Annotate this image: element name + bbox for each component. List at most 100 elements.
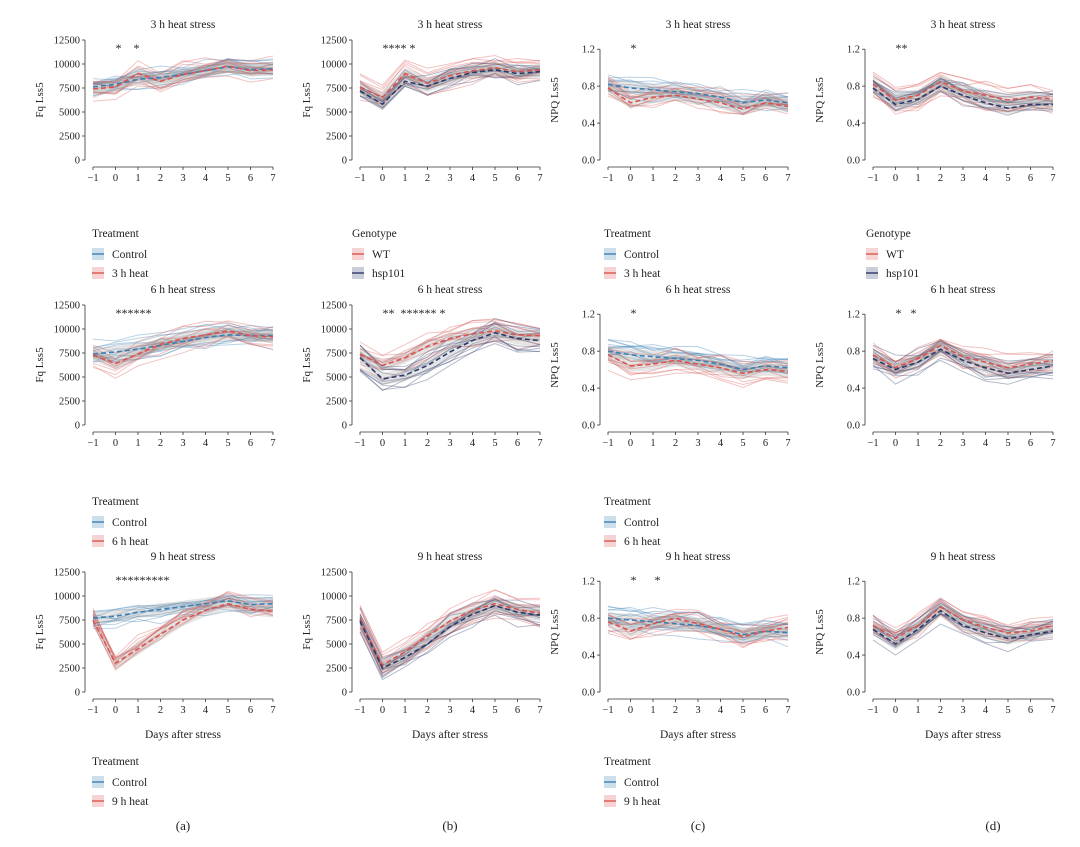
y-tick-label: 0.8: [847, 347, 860, 358]
x-tick-label: 1: [135, 173, 140, 184]
y-tick-label: 12500: [321, 301, 347, 312]
individual-trace: [92, 328, 274, 357]
series-mean-line: [359, 604, 541, 670]
individual-trace: [92, 598, 274, 621]
individual-trace: [92, 604, 274, 628]
y-tick-label: 5000: [326, 108, 347, 119]
x-tick-label: −1: [354, 705, 365, 716]
individual-trace: [872, 350, 1054, 378]
legend-item-label: Control: [624, 777, 659, 789]
x-tick-label: 3: [180, 173, 185, 184]
y-axis-label: NPQ Lss5: [549, 77, 561, 123]
individual-trace: [359, 318, 541, 371]
legend: Genotype WT hsp101: [352, 228, 405, 280]
individual-trace: [607, 352, 789, 374]
individual-trace: [359, 609, 541, 679]
significance-marker: ** ****** *: [383, 306, 446, 320]
x-tick-label: 4: [718, 173, 724, 184]
x-tick-label: 1: [135, 438, 140, 449]
y-tick-label: 0.8: [582, 82, 595, 93]
x-tick-label: 5: [225, 705, 230, 716]
individual-trace: [872, 71, 1054, 96]
x-tick-label: −1: [87, 173, 98, 184]
individual-trace: [92, 339, 274, 362]
x-tick-label: 6: [763, 705, 768, 716]
individual-trace: [359, 319, 541, 356]
x-tick-label: 0: [113, 705, 118, 716]
x-tick-label: 0: [113, 438, 118, 449]
x-tick-label: 2: [158, 438, 163, 449]
y-tick-label: 12500: [321, 568, 347, 579]
individual-trace: [872, 84, 1054, 107]
y-axis-label: Fq Lss5: [34, 347, 46, 383]
individual-trace: [359, 338, 541, 371]
y-tick-label: 0.4: [847, 119, 861, 130]
x-tick-label: −1: [354, 438, 365, 449]
x-tick-label: 2: [673, 173, 678, 184]
x-tick-label: 0: [628, 705, 633, 716]
x-tick-label: 4: [470, 438, 476, 449]
individual-trace: [359, 323, 541, 360]
individual-trace: [607, 359, 789, 386]
y-tick-label: 0.4: [582, 384, 596, 395]
y-tick-label: 10000: [54, 60, 80, 71]
individual-trace: [359, 63, 541, 101]
individual-trace: [92, 58, 274, 84]
x-tick-label: 2: [938, 705, 943, 716]
series-mean-line: [359, 66, 541, 99]
individual-trace: [872, 340, 1054, 363]
individual-trace: [607, 619, 789, 641]
y-tick-label: 0: [342, 688, 347, 699]
y-tick-label: 5000: [326, 373, 347, 384]
individual-trace: [359, 70, 541, 109]
chart-title: 6 h heat stress: [151, 284, 216, 296]
x-tick-label: 3: [695, 705, 700, 716]
individual-trace: [92, 609, 274, 629]
individual-trace: [359, 589, 541, 656]
series-mean-line: [872, 85, 1053, 110]
chart-title: 9 h heat stress: [931, 551, 996, 563]
individual-trace: [359, 338, 541, 380]
y-tick-label: 5000: [59, 640, 80, 651]
y-tick-label: 7500: [326, 616, 347, 627]
individual-trace: [607, 369, 789, 389]
chart-panel: 9 h heat stress 0.0 0.4 0.8 1.2 −1 0 1 2 3 4 5 6 7 NPQ…: [549, 551, 791, 716]
individual-trace: [872, 86, 1054, 108]
individual-trace: [872, 598, 1054, 632]
x-tick-label: 7: [1050, 173, 1055, 184]
y-tick-label: 1.2: [582, 310, 595, 321]
series-mean-line: [607, 617, 789, 638]
y-axis-label: Fq Lss5: [301, 82, 313, 118]
individual-trace: [359, 54, 541, 89]
confidence-band: [360, 597, 540, 672]
y-tick-label: 1.2: [582, 45, 595, 56]
legend-item-label: 3 h heat: [112, 268, 149, 280]
individual-trace: [872, 359, 1054, 385]
individual-trace: [92, 71, 274, 97]
individual-trace: [872, 338, 1054, 364]
y-tick-label: 0.0: [847, 156, 860, 167]
legend-item-label: 9 h heat: [624, 796, 661, 808]
individual-trace: [607, 629, 788, 644]
panel-label: (d): [985, 818, 1000, 833]
legend-item-label: Control: [112, 517, 147, 529]
individual-trace: [359, 617, 541, 674]
individual-trace: [607, 348, 789, 372]
x-tick-label: 7: [537, 173, 542, 184]
significance-marker: **: [896, 41, 908, 55]
x-tick-label: 0: [628, 438, 633, 449]
series-mean-line: [607, 87, 789, 111]
x-tick-label: 7: [537, 705, 542, 716]
y-tick-label: 2500: [59, 397, 80, 408]
individual-trace: [872, 91, 1054, 112]
y-tick-label: 0.4: [847, 384, 861, 395]
legend-title: Treatment: [604, 228, 652, 240]
individual-trace: [607, 353, 789, 373]
individual-trace: [92, 71, 274, 97]
x-tick-label: 0: [628, 173, 633, 184]
x-tick-label: 3: [960, 705, 965, 716]
individual-trace: [92, 597, 274, 658]
individual-trace: [92, 334, 274, 376]
y-tick-label: 0.4: [582, 651, 596, 662]
x-tick-label: 4: [983, 705, 989, 716]
